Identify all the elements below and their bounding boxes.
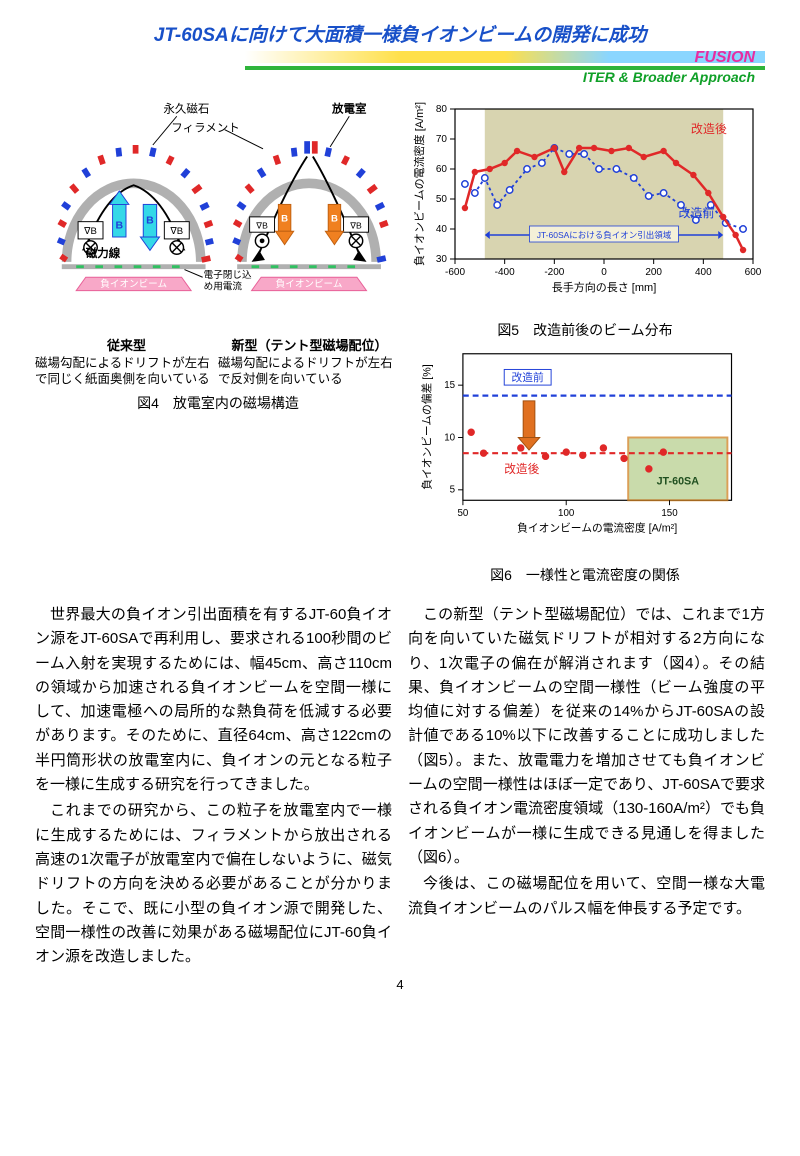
paragraph-4: 今後は、この磁場配位を用いて、空間一様な大電流負イオンビームのパルス幅を伸長する… — [408, 872, 765, 921]
paragraph-3: この新型（テント型磁場配位）では、これまで1方向を向いていた磁気ドリフトが相対す… — [408, 603, 765, 870]
fusion-label: FUSION — [695, 49, 755, 67]
svg-text:600: 600 — [745, 267, 762, 278]
electron-label-1: 電子閉じ込 — [204, 270, 252, 281]
svg-text:∇B: ∇B — [255, 220, 268, 230]
iter-label: ITER & Broader Approach — [583, 69, 755, 85]
svg-text:B: B — [281, 214, 288, 225]
svg-text:50: 50 — [457, 508, 468, 519]
header-banner: FUSION ITER & Broader Approach — [35, 51, 765, 89]
svg-text:-400: -400 — [495, 267, 515, 278]
svg-text:改造後: 改造後 — [691, 122, 727, 136]
column-right: この新型（テント型磁場配位）では、これまで1方向を向いていた磁気ドリフトが相対す… — [408, 603, 765, 971]
svg-text:15: 15 — [444, 380, 455, 391]
svg-text:150: 150 — [661, 508, 678, 519]
fig4-right-desc: 磁場勾配によるドリフトが左右で反対側を向いている — [218, 355, 401, 388]
figure-4: ∇B ∇B B B — [35, 99, 401, 585]
page-title: JT-60SAに向けて大面積一様負イオンビームの開発に成功 — [35, 20, 765, 47]
svg-text:負イオンビームの電流密度 [A/m²]: 負イオンビームの電流密度 [A/m²] — [412, 102, 426, 266]
body-text: 世界最大の負イオン引出面積を有するJT-60負イオン源をJT-60SAで再利用し… — [35, 603, 765, 971]
svg-text:負イオンビームの電流密度 [A/m²]: 負イオンビームの電流密度 [A/m²] — [517, 522, 677, 535]
svg-text:5: 5 — [450, 485, 456, 496]
svg-text:フィラメント: フィラメント — [171, 123, 239, 135]
svg-text:60: 60 — [436, 164, 448, 175]
svg-text:JT-60SA: JT-60SA — [657, 476, 700, 488]
svg-text:B: B — [146, 215, 154, 227]
svg-text:永久磁石: 永久磁石 — [163, 101, 209, 115]
svg-text:400: 400 — [695, 267, 712, 278]
svg-text:30: 30 — [436, 254, 448, 265]
paragraph-1: 世界最大の負イオン引出面積を有するJT-60負イオン源をJT-60SAで再利用し… — [35, 603, 392, 797]
svg-text:-600: -600 — [445, 267, 465, 278]
svg-text:B: B — [115, 219, 123, 231]
svg-text:0: 0 — [601, 267, 607, 278]
svg-text:70: 70 — [436, 134, 448, 145]
svg-text:負イオンビームの偏差 [%]: 負イオンビームの偏差 [%] — [421, 364, 434, 490]
column-left: 世界最大の負イオン引出面積を有するJT-60負イオン源をJT-60SAで再利用し… — [35, 603, 392, 971]
svg-text:80: 80 — [436, 104, 448, 115]
svg-text:B: B — [331, 214, 338, 225]
fig4-diagram: ∇B ∇B B B — [35, 99, 401, 329]
paragraph-2: これまでの研究から、この粒子を放電室内で一様に生成するためには、フィラメントから… — [35, 799, 392, 969]
svg-text:50: 50 — [436, 194, 448, 205]
banner-gradient — [245, 51, 765, 63]
fig4-left-title: 従来型 — [35, 338, 218, 355]
svg-text:∇B: ∇B — [169, 226, 183, 237]
svg-text:JT-60SAにおける負イオン引出領域: JT-60SAにおける負イオン引出領域 — [537, 230, 672, 240]
svg-text:100: 100 — [558, 508, 575, 519]
page-number: 4 — [35, 977, 765, 992]
svg-text:40: 40 — [436, 224, 448, 235]
electron-label-2: め用電流 — [204, 281, 243, 293]
svg-text:負イオンビーム: 負イオンビーム — [100, 278, 167, 290]
svg-text:放電室: 放電室 — [331, 101, 367, 115]
fig5-caption: 図5 改造前後のビーム分布 — [405, 320, 765, 340]
fig4-left-desc: 磁場勾配によるドリフトが左右で同じく紙面奥側を向いている — [35, 355, 218, 388]
figure-5: -600 -400 -200 0 200 400 600 30 40 50 60 70 80 改造後改造前… — [405, 99, 765, 309]
svg-text:負イオンビーム: 負イオンビーム — [276, 278, 343, 290]
figure-6: JT-60SA 50 100 150 5 10 15 改造前改造後負イオンビームの電流密度 [… — [405, 344, 765, 554]
svg-text:-200: -200 — [544, 267, 564, 278]
svg-text:10: 10 — [444, 432, 455, 443]
svg-text:200: 200 — [645, 267, 662, 278]
svg-text:長手方向の長さ [mm]: 長手方向の長さ [mm] — [552, 280, 657, 294]
fig4-caption: 図4 放電室内の磁場構造 — [35, 393, 401, 413]
svg-text:∇B: ∇B — [349, 220, 362, 230]
svg-text:磁力線: 磁力線 — [86, 246, 121, 260]
fig6-caption: 図6 一様性と電流密度の関係 — [405, 565, 765, 585]
svg-text:改造後: 改造後 — [504, 462, 539, 476]
svg-text:∇B: ∇B — [83, 226, 97, 237]
svg-text:改造前: 改造前 — [679, 205, 715, 220]
fig4-right-title: 新型（テント型磁場配位） — [218, 338, 401, 355]
svg-text:改造前: 改造前 — [512, 371, 544, 384]
